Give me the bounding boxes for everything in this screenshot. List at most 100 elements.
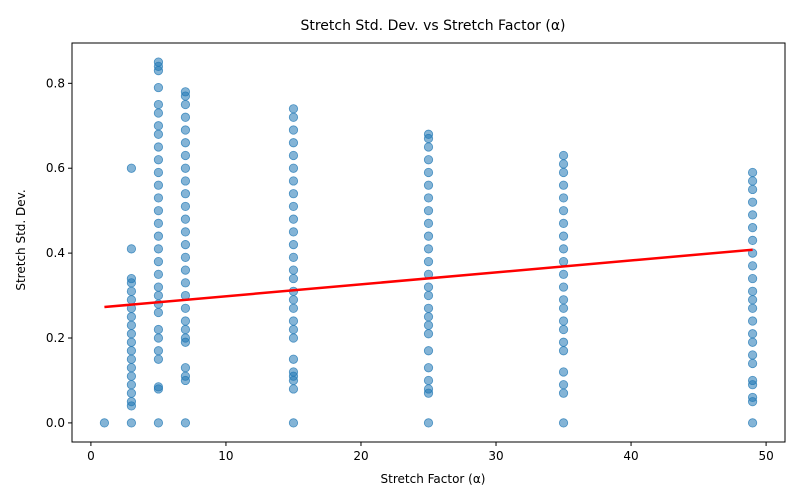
scatter-point — [288, 214, 299, 224]
scatter-point — [153, 418, 164, 428]
scatter-point — [180, 316, 191, 326]
scatter-point — [558, 346, 569, 356]
scatter-point — [423, 180, 434, 190]
scatter-point — [180, 87, 191, 97]
scatter-point — [153, 346, 164, 356]
scatter-point — [747, 197, 758, 207]
scatter-point — [288, 138, 299, 148]
scatter-point — [558, 282, 569, 292]
regression-line — [104, 248, 753, 309]
x-tick-label: 20 — [353, 449, 368, 463]
scatter-point — [153, 193, 164, 203]
scatter-point — [126, 397, 137, 407]
scatter-point — [288, 104, 299, 114]
scatter-point — [126, 295, 137, 305]
scatter-point — [288, 273, 299, 284]
y-tick-label: 0.4 — [46, 246, 65, 260]
scatter-point — [558, 244, 569, 254]
scatter-point — [126, 363, 137, 373]
scatter-point — [747, 167, 758, 178]
scatter-point — [747, 329, 758, 339]
scatter-point — [153, 82, 164, 93]
scatter-point — [288, 112, 299, 122]
scatter-point — [126, 337, 137, 347]
scatter-point — [288, 303, 299, 313]
x-tick-label: 0 — [87, 449, 95, 463]
scatter-point — [288, 125, 299, 135]
scatter-point — [153, 218, 164, 228]
scatter-point — [747, 273, 758, 284]
scatter-point — [558, 206, 569, 216]
scatter-point — [747, 337, 758, 347]
scatter-point — [423, 129, 434, 139]
scatter-point — [180, 227, 191, 237]
scatter-point — [423, 320, 434, 330]
scatter-point — [558, 167, 569, 178]
scatter-point — [423, 231, 434, 241]
scatter-point — [423, 418, 434, 428]
scatter-point — [180, 99, 191, 110]
scatter-point — [180, 371, 191, 381]
scatter-point — [558, 180, 569, 190]
y-tick-label: 0.0 — [46, 416, 65, 430]
scatter-point — [423, 282, 434, 292]
scatter-point — [423, 142, 434, 152]
scatter-point — [153, 57, 164, 67]
scatter-point — [288, 324, 299, 335]
scatter-point — [558, 257, 569, 267]
scatter-point — [126, 380, 137, 390]
points-layer — [99, 57, 758, 428]
scatter-point — [423, 363, 434, 373]
scatter-point — [423, 312, 434, 322]
scatter-point — [180, 201, 191, 212]
plot-frame — [71, 42, 786, 443]
scatter-point — [423, 257, 434, 267]
scatter-point — [747, 358, 758, 369]
y-tick-label: 0.2 — [46, 331, 65, 345]
scatter-point — [180, 265, 191, 275]
scatter-point — [153, 244, 164, 254]
chart-title: Stretch Std. Dev. vs Stretch Factor (α) — [300, 18, 565, 34]
y-tick-label: 0.6 — [46, 161, 65, 175]
scatter-point — [288, 189, 299, 199]
scatter-point — [180, 176, 191, 186]
scatter-point — [180, 150, 191, 161]
scatter-point — [747, 316, 758, 326]
scatter-point — [153, 167, 164, 178]
scatter-point — [153, 231, 164, 241]
scatter-point — [288, 163, 299, 173]
scatter-point — [423, 155, 434, 165]
scatter-point — [180, 214, 191, 224]
scatter-point — [180, 303, 191, 313]
scatter-point — [126, 371, 137, 381]
scatter-point — [747, 418, 758, 428]
scatter-point — [153, 155, 164, 165]
scatter-point — [153, 282, 164, 292]
scatter-point — [747, 286, 758, 296]
scatter-point — [180, 240, 191, 250]
scatter-point — [180, 278, 191, 288]
scatter-point — [153, 206, 164, 216]
scatter-point — [423, 303, 434, 313]
scatter-point — [747, 392, 758, 403]
scatter-point — [558, 269, 569, 279]
scatter-point — [153, 180, 164, 190]
scatter-point — [747, 261, 758, 271]
scatter-point — [558, 388, 569, 398]
scatter-point — [747, 350, 758, 360]
scatter-point — [747, 176, 758, 186]
x-tick-label: 10 — [218, 449, 233, 463]
y-axis-label: Stretch Std. Dev. — [14, 189, 28, 290]
scatter-point — [126, 312, 137, 322]
axes-layer: 0 10 20 30 40 50 0.0 0.2 0.4 0.6 0.8 — [46, 42, 786, 463]
scatter-point — [558, 159, 569, 169]
scatter-point — [747, 295, 758, 305]
scatter-point — [180, 163, 191, 173]
scatter-point — [153, 108, 164, 118]
fit-layer — [104, 248, 753, 309]
scatter-point — [153, 354, 164, 364]
scatter-point — [558, 367, 569, 377]
scatter-point — [153, 99, 164, 110]
scatter-point — [126, 286, 137, 296]
scatter-point — [153, 290, 164, 301]
